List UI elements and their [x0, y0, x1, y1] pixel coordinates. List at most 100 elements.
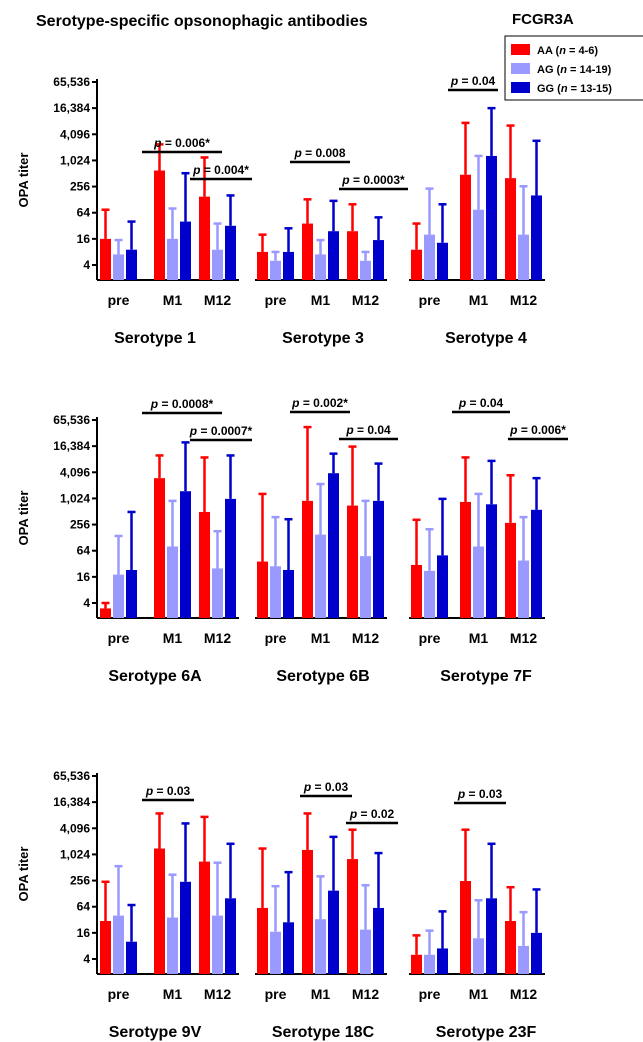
- bar: [531, 195, 542, 280]
- x-tick-label: M12: [352, 630, 379, 646]
- legend-swatch: [511, 63, 530, 74]
- y-tick-label: 16,384: [53, 101, 90, 115]
- x-tick-label: M1: [311, 630, 331, 646]
- bar: [113, 915, 124, 974]
- bar: [212, 915, 223, 974]
- panel-title: Serotype 9V: [109, 1024, 202, 1041]
- bar: [373, 500, 384, 618]
- y-tick-label: 4,096: [60, 127, 90, 141]
- panel-title: Serotype 3: [282, 330, 364, 347]
- panel-title: Serotype 6A: [108, 668, 202, 685]
- bar: [154, 170, 165, 280]
- bar: [531, 932, 542, 974]
- x-tick-label: pre: [265, 292, 287, 308]
- bar: [113, 574, 124, 618]
- bar: [437, 242, 448, 280]
- y-tick-label: 65,536: [53, 413, 90, 427]
- y-tick-label: 65,536: [53, 75, 90, 89]
- y-tick-label: 256: [70, 874, 90, 888]
- x-tick-label: M12: [204, 292, 231, 308]
- bar: [486, 898, 497, 974]
- bar: [460, 881, 471, 974]
- bar: [486, 155, 497, 280]
- bar: [199, 511, 210, 618]
- bar: [302, 849, 313, 974]
- bar: [486, 504, 497, 618]
- bar: [225, 225, 236, 280]
- bar: [225, 898, 236, 974]
- panel-title: Serotype 1: [114, 330, 196, 347]
- x-tick-label: M1: [163, 292, 183, 308]
- y-tick-label: 256: [70, 518, 90, 532]
- p-value-label: p = 0.004*: [192, 163, 249, 177]
- bar: [315, 254, 326, 280]
- p-value-label: p = 0.04: [345, 423, 391, 437]
- bar: [126, 570, 137, 618]
- panel-title: Serotype 4: [445, 330, 527, 347]
- bar: [199, 196, 210, 280]
- bar: [180, 881, 191, 974]
- x-tick-label: M12: [510, 292, 537, 308]
- y-tick-label: 256: [70, 180, 90, 194]
- bar: [411, 565, 422, 618]
- bar: [283, 251, 294, 280]
- x-tick-label: pre: [265, 630, 287, 646]
- bar: [360, 929, 371, 974]
- bar: [283, 922, 294, 974]
- bar: [154, 848, 165, 974]
- plot-area: 4 16 64 256 1,024 4,096 16,384 65,536 OPA titer p…: [16, 74, 568, 1041]
- bar: [270, 566, 281, 618]
- p-value-label: p = 0.04: [458, 396, 504, 410]
- y-axis-label: OPA titer: [16, 847, 31, 902]
- bar: [505, 178, 516, 280]
- x-tick-label: M1: [311, 986, 331, 1002]
- bar: [411, 249, 422, 280]
- x-tick-label: pre: [419, 986, 441, 1002]
- p-value-label: p = 0.03: [457, 787, 503, 801]
- bar: [360, 556, 371, 618]
- y-tick-label: 1,024: [60, 153, 90, 167]
- chart-panel: pre M1 M12 Serotype 23F p = 0.03: [96, 773, 545, 1041]
- bar: [360, 260, 371, 280]
- bar: [100, 608, 111, 618]
- legend-swatch: [511, 44, 530, 55]
- x-tick-label: M12: [510, 630, 537, 646]
- bar: [373, 240, 384, 280]
- y-tick-label: 64: [77, 900, 91, 914]
- legend-label: AG (n = 14-19): [537, 64, 612, 76]
- bar: [257, 251, 268, 280]
- bar: [315, 534, 326, 618]
- bar: [424, 234, 435, 280]
- x-tick-label: pre: [419, 292, 441, 308]
- bar: [100, 238, 111, 280]
- bar: [424, 954, 435, 974]
- y-tick-label: 64: [77, 544, 91, 558]
- panel-title: Serotype 6B: [276, 668, 369, 685]
- bar: [531, 509, 542, 618]
- bar: [212, 568, 223, 618]
- bar: [180, 491, 191, 618]
- chart-panel: 4 16 64 256 1,024 4,096 16,384 65,536 OPA titer p…: [16, 75, 252, 347]
- bar: [257, 561, 268, 618]
- bar: [518, 945, 529, 974]
- bar: [212, 249, 223, 280]
- chart-panel: pre M1 M12 Serotype 7F p = 0.04 p = 0.006*: [96, 396, 568, 685]
- bar: [270, 931, 281, 974]
- bar: [518, 560, 529, 618]
- bar: [460, 501, 471, 618]
- chart-panel: 4 16 64 256 1,024 4,096 16,384 65,536 OPA titer p…: [16, 397, 253, 685]
- y-tick-label: 1,024: [60, 847, 90, 861]
- p-value-label: p = 0.006*: [153, 136, 210, 150]
- bar: [328, 473, 339, 618]
- y-axis-label: OPA titer: [16, 491, 31, 546]
- p-value-label: p = 0.04: [450, 74, 496, 88]
- x-tick-label: pre: [108, 986, 130, 1002]
- p-value-label: p = 0.008: [293, 146, 345, 160]
- bar: [505, 522, 516, 618]
- chart-panel: pre M1 M12 Serotype 4 p = 0.04: [96, 74, 545, 347]
- bar: [473, 209, 484, 280]
- bar: [283, 570, 294, 618]
- x-tick-label: M1: [163, 630, 183, 646]
- p-value-label: p = 0.03: [145, 784, 191, 798]
